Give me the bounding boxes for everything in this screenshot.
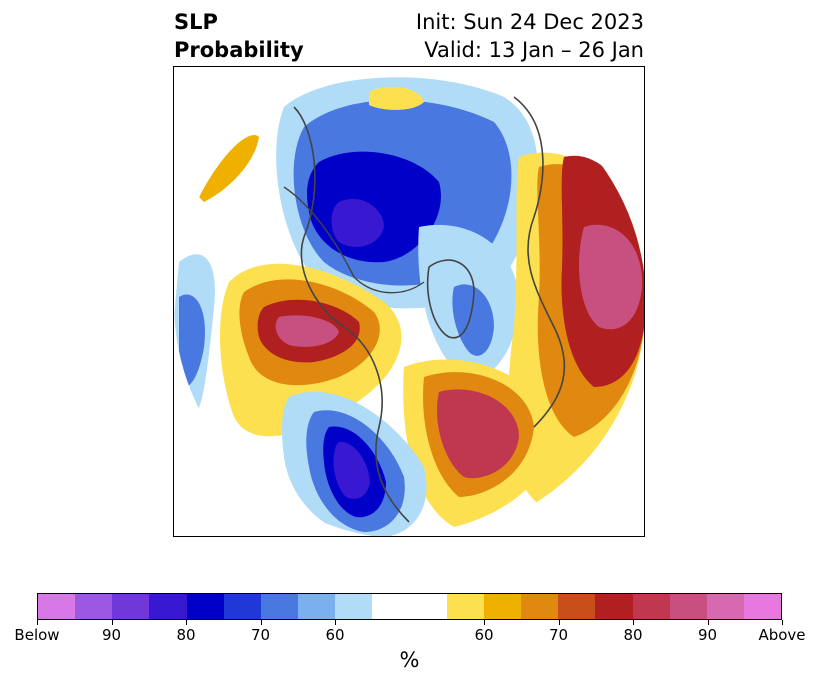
colorbar-segment: [521, 594, 559, 619]
colorbar-segment: [483, 594, 522, 619]
coastline-north-america: [293, 106, 410, 523]
colorbar-segment: [558, 594, 596, 619]
alaska-pacific-low-70: [179, 294, 205, 388]
colorbar-tick-mark: [260, 620, 262, 625]
colorbar-tick-label: 60: [325, 626, 345, 644]
colorbar-tick-label: Above: [758, 626, 806, 644]
colorbar-unit: %: [399, 648, 420, 672]
north-pacific-high-90: [275, 315, 339, 347]
siberia-arctic-low-90: [331, 198, 384, 247]
probability-map: [173, 66, 645, 537]
colorbar-tick-mark: [186, 620, 187, 625]
colorbar-tick-mark: [707, 620, 709, 625]
colorbar-tick-mark: [633, 620, 634, 625]
colorbar-tick-mark: [484, 620, 485, 625]
colorbar: [37, 593, 782, 620]
colorbar-tick-mark: [782, 620, 783, 625]
colorbar-tick-label: Below: [14, 626, 60, 644]
map-canvas: [174, 77, 644, 536]
colorbar-segment: [260, 594, 299, 619]
coastline-greenland: [426, 259, 475, 339]
forecast-dates: Init: Sun 24 Dec 2023 Valid: 13 Jan – 26…: [416, 8, 644, 64]
colorbar-segment: [112, 594, 150, 619]
colorbar-tick-mark: [111, 620, 113, 625]
eastern-na-high-80: [436, 389, 519, 479]
pacific-yellow-patch: [199, 135, 259, 202]
colorbar-tick-label: 90: [697, 626, 718, 644]
title-line-1: SLP: [174, 10, 218, 34]
valid-date: Valid: 13 Jan – 26 Jan: [424, 38, 644, 62]
colorbar-segment: [335, 594, 373, 619]
colorbar-segment: [446, 594, 484, 619]
colorbar-tick-label: 70: [250, 626, 271, 644]
colorbar-segment: [632, 594, 670, 619]
coastline-eurasia: [513, 96, 566, 428]
colorbar-segment: [38, 594, 76, 619]
colorbar-tick-mark: [335, 620, 336, 625]
colorbar-tick-label: 90: [101, 626, 122, 644]
europe-high-90: [579, 224, 643, 330]
colorbar-tick-mark: [558, 620, 560, 625]
colorbar-tick-label: 80: [623, 626, 643, 644]
colorbar-tick-label: 60: [474, 626, 494, 644]
colorbar-segment: [223, 594, 261, 619]
init-date: Init: Sun 24 Dec 2023: [415, 10, 644, 34]
map-title: SLP Probability: [174, 8, 304, 64]
colorbar-segment: [186, 594, 224, 619]
colorbar-segment: [669, 594, 707, 619]
western-us-low-90: [333, 441, 370, 499]
greenland-low-70: [452, 284, 494, 356]
colorbar-tick-label: 80: [176, 626, 196, 644]
colorbar-tick-mark: [37, 620, 38, 625]
colorbar-segment: [743, 594, 782, 619]
title-line-2: Probability: [174, 38, 304, 62]
coastline-asia-east: [283, 186, 425, 294]
colorbar-segment: [75, 594, 113, 619]
colorbar-segment: [409, 594, 447, 619]
colorbar-segment: [298, 594, 336, 619]
colorbar-segment: [595, 594, 633, 619]
arctic-yellow-patch: [369, 86, 424, 110]
colorbar-segment: [149, 594, 187, 619]
colorbar-segment: [372, 594, 410, 619]
colorbar-tick-label: 70: [548, 626, 569, 644]
colorbar-segment: [706, 594, 744, 619]
